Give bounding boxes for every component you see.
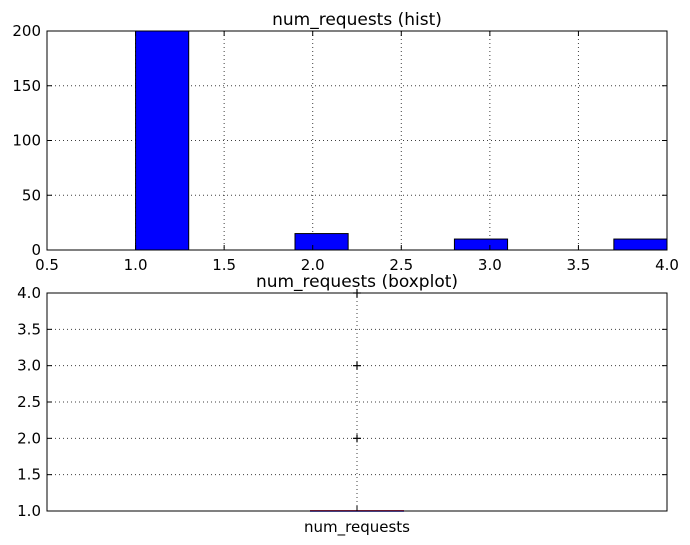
histogram-ytick-label: 150 — [12, 77, 41, 95]
boxplot-ytick-label: 3.5 — [17, 320, 41, 338]
boxplot-ytick-label: 2.5 — [17, 393, 41, 411]
boxplot-grid — [47, 293, 667, 511]
boxplot-category-label: num_requests — [304, 518, 410, 537]
histogram-xtick-label: 3.0 — [478, 256, 502, 274]
boxplot-ytick-label: 1.0 — [17, 502, 41, 520]
boxplot-panel: 1.0 1.5 2.0 2.5 3.0 3.5 4.0 num_requests num_re… — [17, 272, 668, 537]
histogram-xtick-label: 3.5 — [566, 256, 590, 274]
histogram-xtick-label: 2.0 — [301, 256, 325, 274]
boxplot-ticks: 1.0 1.5 2.0 2.5 3.0 3.5 4.0 num_requests — [17, 284, 667, 537]
histogram-ytick-label: 100 — [12, 132, 41, 150]
histogram-xtick-label: 4.0 — [655, 256, 679, 274]
histogram-xtick-label: 0.5 — [35, 256, 59, 274]
histogram-xtick-label: 1.0 — [124, 256, 148, 274]
histogram-bar — [135, 30, 190, 251]
histogram-bars — [135, 30, 668, 251]
histogram-panel: num_requests (hist) 0.5 1.0 1.5 2.0 2.5 3.0 3.… — [12, 10, 679, 274]
histogram-ticks: 0.5 1.0 1.5 2.0 2.5 3.0 3.5 4.0 0 50 100 150 200 — [12, 22, 679, 274]
histogram-bar — [294, 233, 349, 251]
boxplot-ytick-label: 3.0 — [17, 357, 41, 375]
histogram-bar — [453, 238, 509, 251]
boxplot-ytick-label: 2.0 — [17, 429, 41, 447]
histogram-title: num_requests (hist) — [272, 10, 442, 30]
boxplot-ytick-label: 1.5 — [17, 466, 41, 484]
histogram-xtick-label: 2.5 — [389, 256, 413, 274]
histogram-ytick-label: 0 — [31, 241, 41, 259]
histogram-xtick-label: 1.5 — [212, 256, 236, 274]
boxplot-outlier-marker — [353, 434, 361, 443]
histogram-ytick-label: 50 — [22, 186, 41, 204]
boxplot-outlier-marker — [353, 361, 361, 370]
histogram-bar — [613, 238, 668, 251]
boxplot-ytick-label: 4.0 — [17, 284, 41, 302]
boxplot-title: num_requests (boxplot) — [256, 272, 458, 292]
histogram-ytick-label: 200 — [12, 22, 41, 40]
